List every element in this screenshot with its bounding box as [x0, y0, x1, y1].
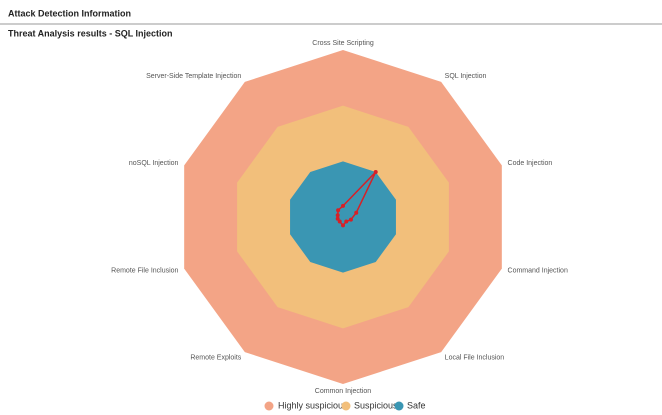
legend-label: Safe [407, 400, 426, 410]
axis-label: Remote File Inclusion [111, 268, 178, 275]
point [335, 216, 340, 221]
axis-label: Code Injection [508, 160, 553, 167]
axis-label: SQL Injection [445, 73, 487, 80]
point [348, 217, 353, 222]
point [341, 203, 345, 208]
point [336, 208, 341, 213]
axis-label: noSQL Injection [129, 160, 179, 167]
point [341, 223, 345, 228]
point [373, 169, 378, 174]
point [344, 219, 349, 224]
axis-label: Local File Inclusion [445, 355, 505, 362]
legend-marker [341, 401, 351, 411]
axis-label: Command Injection [508, 268, 568, 275]
axis-label: Cross Site Scripting [312, 40, 374, 47]
axis-label: Common Injection [315, 388, 372, 395]
chart-title: Threat Analysis results - SQL Injection [8, 28, 173, 38]
point [354, 210, 359, 215]
axis-label: Server-Side Template Injection [146, 73, 241, 80]
axis-label: Remote Exploits [190, 355, 241, 362]
legend-marker [394, 401, 404, 411]
radar-chart: Cross Site Scripting SQL Injection Code In… [111, 40, 568, 411]
legend-label: Suspicious [354, 400, 398, 410]
point [335, 213, 340, 218]
band [290, 161, 396, 273]
section-title: Attack Detection Information [8, 8, 131, 18]
legend-label: Highly suspicious [278, 400, 348, 410]
legend-marker [264, 401, 274, 411]
point [337, 219, 342, 224]
